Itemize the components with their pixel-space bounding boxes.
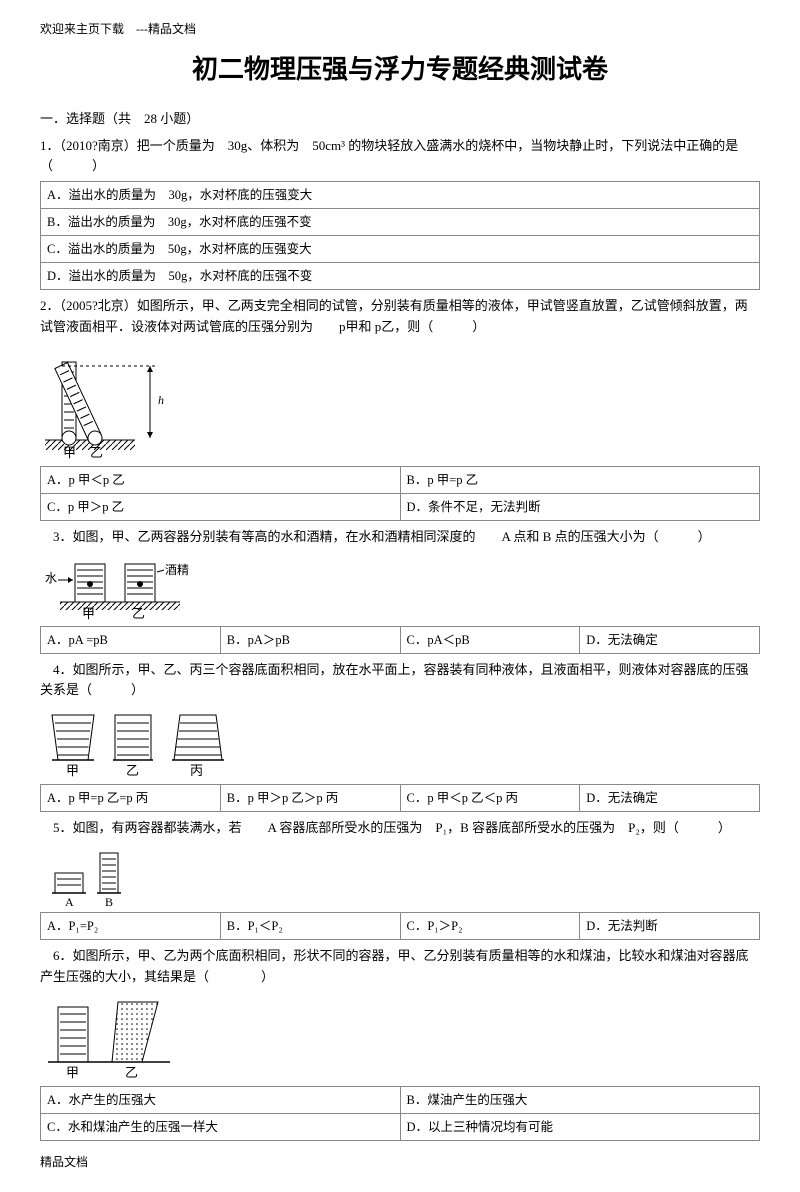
q5-D: D．无法判断 bbox=[580, 912, 760, 939]
q4-C: C．p 甲＜p 乙＜p 丙 bbox=[400, 785, 580, 812]
q2-D: D．条件不足，无法判断 bbox=[400, 493, 760, 520]
q1-D: D．溢出水的质量为 50g，水对杯底的压强不变 bbox=[41, 263, 760, 290]
q2-stem: 2．（2005?北京）如图所示，甲、乙两支完全相同的试管，分别装有质量相等的液体… bbox=[40, 296, 760, 338]
q4-bing: 丙 bbox=[190, 763, 203, 778]
q4-figure: 甲 乙 丙 bbox=[40, 705, 760, 780]
q1-C: C．溢出水的质量为 50g，水对杯底的压强变大 bbox=[41, 236, 760, 263]
q6-figure: 甲 乙 bbox=[40, 992, 760, 1082]
q2-C: C．p 甲＞p 乙 bbox=[41, 493, 401, 520]
q5-B: B．P₁＜P₂ bbox=[220, 912, 400, 939]
q6-stem: 6．如图所示，甲、乙为两个底面积相同，形状不同的容器，甲、乙分别装有质量相等的水… bbox=[40, 946, 760, 988]
q2-jia: 甲 bbox=[63, 445, 76, 460]
q2-h-label: h bbox=[158, 393, 164, 407]
q4-B: B．p 甲＞p 乙＞p 丙 bbox=[220, 785, 400, 812]
q5-stem: 5．如图，有两容器都装满水，若 A 容器底部所受水的压强为 P₁，B 容器底部所… bbox=[40, 818, 760, 839]
q1-options: A．溢出水的质量为 30g，水对杯底的压强变大 B．溢出水的质量为 30g，水对… bbox=[40, 181, 760, 290]
section-heading: 一．选择题（共 28 小题） bbox=[40, 109, 760, 130]
q4-A: A．p 甲=p 乙=p 丙 bbox=[41, 785, 221, 812]
q6-A: A．水产生的压强大 bbox=[41, 1086, 401, 1113]
q2-A: A．p 甲＜p 乙 bbox=[41, 466, 401, 493]
q2-figure: h 甲 乙 bbox=[40, 342, 760, 462]
q4-yi: 乙 bbox=[126, 763, 139, 778]
q3-jia: 甲 bbox=[82, 606, 95, 621]
q4-options: A．p 甲=p 乙=p 丙 B．p 甲＞p 乙＞p 丙 C．p 甲＜p 乙＜p … bbox=[40, 784, 760, 812]
q5-C: C．P₁＞P₂ bbox=[400, 912, 580, 939]
q4-jia: 甲 bbox=[66, 763, 79, 778]
q5-A: A．P₁=P₂ bbox=[41, 912, 221, 939]
q4-stem: 4．如图所示，甲、乙、丙三个容器底面积相同，放在水平面上，容器装有同种液体，且液… bbox=[40, 660, 760, 702]
q6-jia: 甲 bbox=[66, 1065, 79, 1080]
q3-figure: 水 酒精 甲 乙 bbox=[40, 552, 760, 622]
q3-B: B．pA＞pB bbox=[220, 626, 400, 653]
q3-shui: 水 bbox=[45, 571, 57, 585]
q3-options: A．pA =pB B．pA＞pB C．pA＜pB D．无法确定 bbox=[40, 626, 760, 654]
q6-C: C．水和煤油产生的压强一样大 bbox=[41, 1113, 401, 1140]
q6-B: B．煤油产生的压强大 bbox=[400, 1086, 760, 1113]
q1-stem: 1．（2010?南京）把一个质量为 30g、体积为 50cm³ 的物块轻放入盛满… bbox=[40, 136, 760, 178]
footer-note: 精品文档 bbox=[40, 1153, 760, 1172]
q6-options: A．水产生的压强大 B．煤油产生的压强大 C．水和煤油产生的压强一样大 D．以上… bbox=[40, 1086, 760, 1141]
q5-options: A．P₁=P₂ B．P₁＜P₂ C．P₁＞P₂ D．无法判断 bbox=[40, 912, 760, 940]
q3-stem: 3．如图，甲、乙两容器分别装有等高的水和酒精，在水和酒精相同深度的 A 点和 B… bbox=[40, 527, 760, 548]
q2-options: A．p 甲＜p 乙 B．p 甲=p 乙 C．p 甲＞p 乙 D．条件不足，无法判… bbox=[40, 466, 760, 521]
q6-yi: 乙 bbox=[125, 1065, 138, 1080]
q1-A: A．溢出水的质量为 30g，水对杯底的压强变大 bbox=[41, 182, 760, 209]
q2-yi: 乙 bbox=[90, 445, 103, 460]
page-title: 初二物理压强与浮力专题经典测试卷 bbox=[40, 49, 760, 91]
header-note: 欢迎来主页下载 ---精品文档 bbox=[40, 20, 760, 39]
q3-C: C．pA＜pB bbox=[400, 626, 580, 653]
q3-A: A．pA =pB bbox=[41, 626, 221, 653]
q5-figure: A B bbox=[40, 843, 760, 908]
q3-jiujing: 酒精 bbox=[165, 563, 189, 577]
q5-A-label: A bbox=[65, 895, 74, 908]
q4-D: D．无法确定 bbox=[580, 785, 760, 812]
q3-yi: 乙 bbox=[132, 606, 145, 621]
q6-D: D．以上三种情况均有可能 bbox=[400, 1113, 760, 1140]
q1-B: B．溢出水的质量为 30g，水对杯底的压强不变 bbox=[41, 209, 760, 236]
q5-B-label: B bbox=[105, 895, 113, 908]
q2-B: B．p 甲=p 乙 bbox=[400, 466, 760, 493]
q3-D: D．无法确定 bbox=[580, 626, 760, 653]
